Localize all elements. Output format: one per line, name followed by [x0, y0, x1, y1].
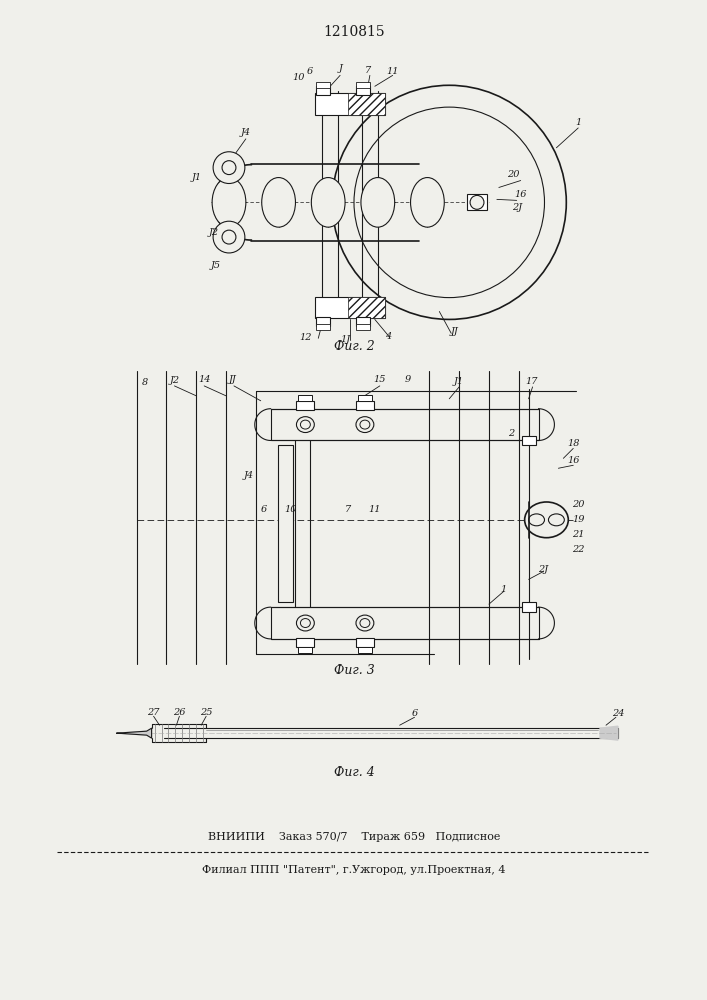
- Bar: [298, 647, 312, 653]
- Bar: [315, 93, 385, 115]
- Ellipse shape: [300, 420, 310, 429]
- Text: 11: 11: [387, 67, 399, 76]
- Text: 18: 18: [567, 439, 580, 448]
- Bar: [358, 647, 372, 653]
- Ellipse shape: [361, 178, 395, 227]
- Text: ВНИИПИ    Заказ 570/7    Тираж 659   Подписное: ВНИИПИ Заказ 570/7 Тираж 659 Подписное: [208, 832, 500, 842]
- Text: J4: J4: [241, 128, 251, 137]
- Bar: [278, 445, 293, 602]
- Bar: [356, 401, 374, 410]
- Ellipse shape: [262, 178, 296, 227]
- Text: 1: 1: [501, 585, 507, 594]
- Circle shape: [213, 152, 245, 184]
- Bar: [271, 607, 539, 639]
- Bar: [522, 602, 536, 612]
- Text: 22: 22: [572, 545, 585, 554]
- Bar: [316, 324, 330, 330]
- Text: 12: 12: [299, 333, 312, 342]
- Text: 16: 16: [515, 190, 527, 199]
- Text: 19: 19: [572, 515, 585, 524]
- Bar: [356, 317, 370, 326]
- Text: J4: J4: [244, 471, 254, 480]
- Bar: [298, 395, 312, 401]
- Bar: [522, 436, 536, 445]
- Ellipse shape: [311, 178, 345, 227]
- Circle shape: [470, 195, 484, 209]
- Text: 20: 20: [508, 170, 520, 179]
- Circle shape: [222, 230, 236, 244]
- Ellipse shape: [212, 178, 246, 227]
- Text: J1: J1: [454, 377, 464, 386]
- Text: 1J: 1J: [340, 335, 350, 344]
- Text: J5: J5: [211, 261, 221, 270]
- Text: 14: 14: [198, 375, 211, 384]
- Bar: [358, 395, 372, 401]
- Text: 10: 10: [292, 73, 305, 82]
- Text: 10: 10: [284, 505, 297, 514]
- Text: 1: 1: [575, 118, 581, 127]
- Polygon shape: [117, 728, 151, 738]
- Bar: [296, 638, 315, 647]
- Text: 4: 4: [385, 332, 391, 341]
- Circle shape: [213, 221, 245, 253]
- Bar: [356, 324, 370, 330]
- Text: 16: 16: [567, 456, 580, 465]
- Text: Фиг. 3: Фиг. 3: [334, 664, 375, 677]
- Ellipse shape: [300, 619, 310, 627]
- Text: 6: 6: [411, 709, 418, 718]
- Bar: [356, 86, 370, 95]
- Bar: [316, 86, 330, 95]
- Text: 7: 7: [365, 66, 371, 75]
- Ellipse shape: [529, 514, 544, 526]
- Text: 24: 24: [612, 709, 624, 718]
- Bar: [271, 409, 539, 440]
- Text: 26: 26: [173, 708, 186, 717]
- Text: Филиал ППП "Патент", г.Ужгород, ул.Проектная, 4: Филиал ППП "Патент", г.Ужгород, ул.Проек…: [202, 865, 506, 875]
- Text: JJ: JJ: [229, 375, 237, 384]
- Bar: [348, 297, 385, 318]
- Ellipse shape: [296, 615, 315, 631]
- Text: 15: 15: [373, 375, 386, 384]
- Text: 6: 6: [308, 67, 313, 76]
- Ellipse shape: [549, 514, 564, 526]
- Text: 21: 21: [572, 530, 585, 539]
- Bar: [315, 297, 385, 318]
- Circle shape: [222, 161, 236, 175]
- Ellipse shape: [356, 417, 374, 433]
- Text: J2: J2: [209, 228, 219, 237]
- Text: 2: 2: [508, 429, 514, 438]
- Bar: [356, 638, 374, 647]
- Text: 9: 9: [404, 375, 411, 384]
- Text: J: J: [338, 64, 342, 73]
- Text: 20: 20: [572, 500, 585, 509]
- Bar: [296, 401, 315, 410]
- Ellipse shape: [360, 619, 370, 627]
- Bar: [316, 82, 330, 88]
- Text: 8: 8: [141, 378, 148, 387]
- Ellipse shape: [360, 420, 370, 429]
- Text: 17: 17: [525, 377, 538, 386]
- Text: Фиг. 4: Фиг. 4: [334, 766, 375, 779]
- Text: 6: 6: [261, 505, 267, 514]
- Ellipse shape: [356, 615, 374, 631]
- Text: J2: J2: [170, 376, 180, 385]
- Text: Фиг. 2: Фиг. 2: [334, 340, 375, 353]
- Text: 7: 7: [345, 505, 351, 514]
- Bar: [316, 317, 330, 326]
- Text: 27: 27: [147, 708, 160, 717]
- Text: 2J: 2J: [512, 203, 522, 212]
- Text: J1: J1: [191, 173, 201, 182]
- Ellipse shape: [296, 417, 315, 433]
- Text: JJ: JJ: [450, 327, 458, 336]
- Ellipse shape: [411, 178, 444, 227]
- Polygon shape: [600, 726, 618, 740]
- Text: 25: 25: [200, 708, 212, 717]
- Bar: [467, 194, 487, 210]
- Ellipse shape: [525, 502, 568, 538]
- Bar: [348, 93, 385, 115]
- Text: 1210815: 1210815: [323, 25, 385, 39]
- Bar: [356, 82, 370, 88]
- Text: 2J: 2J: [539, 565, 549, 574]
- Text: 11: 11: [368, 505, 381, 514]
